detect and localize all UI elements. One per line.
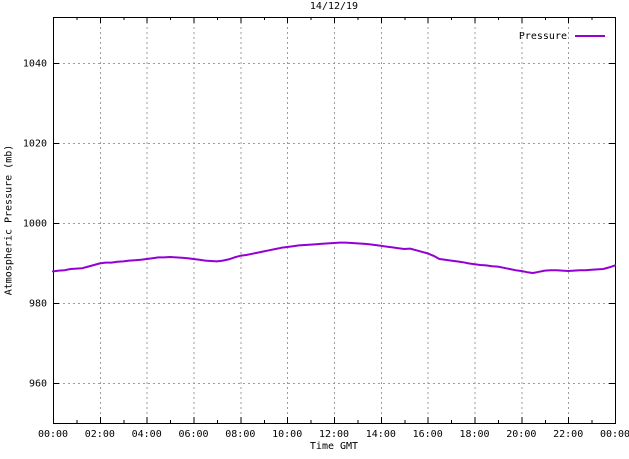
x-tick-label: 20:00	[506, 429, 536, 440]
gridlines	[53, 17, 616, 423]
x-tick-label: 14:00	[366, 429, 396, 440]
x-tick-label: 00:00	[600, 429, 629, 440]
chart-title: 14/12/19	[309, 1, 359, 12]
x-tick-label: 18:00	[459, 429, 489, 440]
legend-line-sample	[575, 35, 605, 37]
x-tick-label: 04:00	[132, 429, 162, 440]
y-tick-label: 1040	[23, 59, 47, 70]
y-tick-label: 1020	[23, 139, 47, 150]
x-tick-label: 12:00	[319, 429, 349, 440]
x-tick-label: 16:00	[413, 429, 443, 440]
plot-border	[53, 17, 616, 424]
y-tick-label: 960	[29, 379, 47, 390]
y-tick-label: 980	[29, 299, 47, 310]
pressure-line	[52, 241, 616, 274]
x-tick-label: 22:00	[553, 429, 583, 440]
x-tick-label: 10:00	[272, 429, 302, 440]
y-tick-label: 1000	[23, 219, 47, 230]
legend-label: Pressure	[518, 30, 567, 42]
x-axis-label: Time GMT	[309, 441, 359, 452]
legend: Pressure	[519, 30, 605, 42]
tick-labels: 00:00 02:00 04:00 06:00 08:00 10:00 12:00 14:00…	[23, 59, 629, 441]
x-tick-label: 00:00	[38, 429, 68, 440]
x-tick-label: 08:00	[225, 429, 255, 440]
x-tick-label: 06:00	[178, 429, 208, 440]
x-tick-label: 02:00	[85, 429, 115, 440]
